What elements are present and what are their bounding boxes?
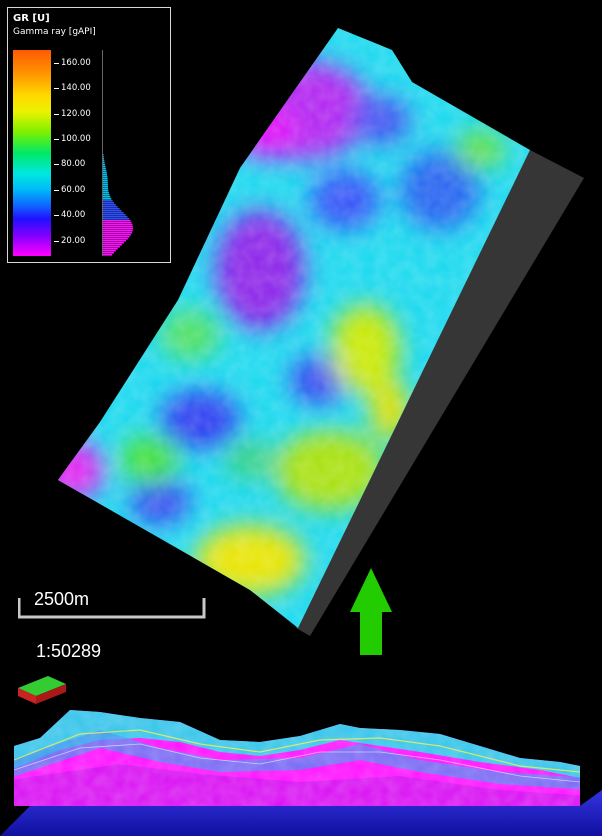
histogram-bar — [103, 156, 104, 158]
histogram-bar — [103, 222, 132, 224]
legend-tick-label: 100.00 — [61, 134, 91, 144]
histogram-bar — [103, 254, 113, 256]
histogram-bar — [103, 226, 133, 228]
histogram-bar — [103, 162, 105, 164]
histogram-bar — [103, 188, 109, 190]
legend-tick-label: 160.00 — [61, 57, 91, 68]
histogram-bar — [103, 168, 106, 170]
histogram-bar — [103, 242, 124, 244]
histogram-bar — [103, 238, 128, 240]
value-histogram — [102, 50, 133, 256]
north-arrow-icon[interactable] — [350, 568, 392, 655]
histogram-bar — [103, 214, 126, 216]
histogram-bar — [103, 240, 126, 242]
legend-tick — [54, 88, 59, 90]
histogram-bar — [103, 176, 108, 178]
histogram-bar — [103, 186, 108, 188]
legend-title: GR [U] — [13, 13, 50, 24]
legend-tick — [54, 215, 59, 217]
legend-tick — [54, 240, 59, 242]
color-bar — [13, 50, 51, 256]
legend-tick — [54, 62, 59, 64]
histogram-bar — [103, 154, 104, 156]
histogram-bar — [103, 248, 118, 250]
histogram-bar — [103, 224, 133, 226]
legend-tick-label: 20.00 — [61, 235, 86, 246]
histogram-bar — [103, 210, 122, 212]
histogram-bar — [103, 196, 111, 198]
histogram-bar — [103, 250, 116, 252]
histogram-bar — [103, 236, 130, 238]
histogram-bar — [103, 220, 131, 222]
histogram-bar — [103, 172, 107, 174]
histogram-bar — [103, 192, 109, 194]
histogram-bar — [103, 170, 107, 172]
fault-surface — [296, 150, 584, 636]
histogram-bar — [103, 164, 105, 166]
histogram-bar — [103, 198, 112, 200]
legend-tick-label: 80.00 — [61, 159, 86, 170]
scale-ratio: 1:50289 — [36, 641, 102, 661]
legend-tick — [54, 189, 59, 191]
legend-subtitle: Gamma ray [gAPI] — [13, 27, 96, 37]
histogram-bar — [103, 246, 120, 248]
histogram-bar — [103, 184, 108, 186]
axis-orientation-icon[interactable] — [18, 676, 66, 704]
scale-bar — [18, 598, 206, 619]
histogram-bar — [103, 160, 105, 162]
histogram-bar — [103, 200, 113, 202]
color-legend[interactable]: GR [U] Gamma ray [gAPI] 160.00 140.00 120.… — [7, 7, 171, 263]
legend-tick-label: 40.00 — [61, 210, 86, 221]
histogram-bar — [103, 218, 130, 220]
histogram-bar — [103, 174, 108, 176]
histogram-bar — [103, 178, 108, 180]
histogram-bar — [103, 202, 115, 204]
histogram-bar — [103, 252, 114, 254]
scale-bar-label: 2500m — [34, 589, 90, 609]
histogram-bar — [103, 180, 108, 182]
histogram-bar — [103, 230, 133, 232]
histogram-bar — [103, 166, 106, 168]
histogram-bar — [103, 234, 131, 236]
legend-tick-label: 60.00 — [61, 184, 86, 195]
histogram-bar — [103, 190, 109, 192]
histogram-bar — [103, 212, 124, 214]
histogram-bar — [103, 194, 110, 196]
histogram-bar — [103, 182, 108, 184]
histogram-bar — [103, 232, 132, 234]
histogram-bar — [103, 204, 116, 206]
histogram-bar — [103, 206, 118, 208]
histogram-bar — [103, 158, 104, 160]
histogram-bar — [103, 228, 133, 230]
legend-tick — [54, 113, 59, 115]
histogram-bar — [103, 216, 128, 218]
legend-tick-label: 140.00 — [61, 83, 91, 94]
legend-tick-label: 120.00 — [61, 108, 91, 119]
histogram-bar — [103, 244, 122, 246]
histogram-bar — [103, 208, 120, 210]
cross-section-view[interactable] — [0, 700, 602, 836]
legend-tick — [54, 139, 59, 140]
legend-tick — [54, 164, 59, 166]
base-surface — [0, 790, 602, 836]
